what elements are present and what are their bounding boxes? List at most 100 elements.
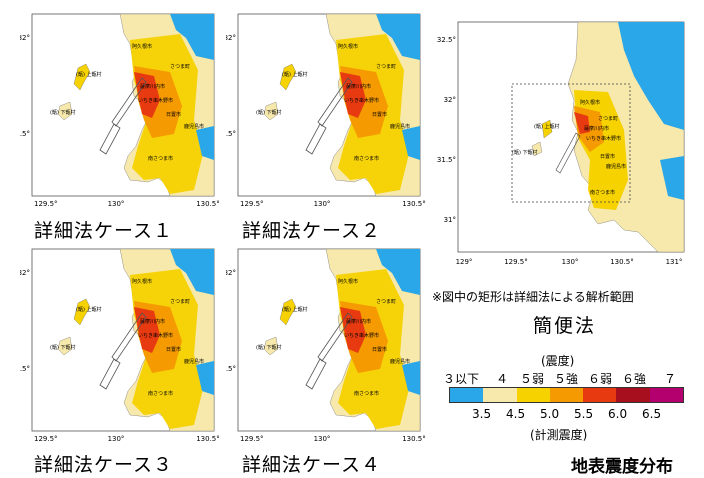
place-label-satsuma: さつま町 — [170, 298, 190, 305]
place-label-sendai: 薩摩川内市 — [140, 83, 165, 90]
place-label-hioki: 日置市 — [166, 346, 181, 353]
legend-swatch-6 — [649, 388, 683, 402]
legend-class-6: ７ — [664, 372, 677, 386]
place-label-minami-satsuma: 南さつま市 — [148, 155, 173, 162]
legend-swatch-3 — [549, 388, 584, 402]
axis-tick-lon-130: 130° — [314, 435, 331, 443]
overview-shimokoshiki — [531, 141, 543, 157]
place-label-shimokoshiki: (甑) 下甑村 — [256, 344, 282, 351]
axis-tick-lat-32: 32° — [226, 269, 236, 277]
overview-intensity-6-lower — [574, 112, 590, 134]
legend-intensity-label: (震度) — [541, 354, 575, 368]
legend-swatch-0 — [450, 388, 484, 402]
place-label-minami-satsuma: 南さつま市 — [354, 155, 379, 162]
intensity-6-lower-area — [340, 307, 366, 353]
legend-value-1: 4.5 — [506, 407, 526, 421]
legend-value-4: 6.0 — [608, 407, 628, 421]
overview-label-hioki: 日置市 — [600, 153, 615, 160]
overview-label-minami-satsuma: 南さつま市 — [590, 189, 615, 196]
axis-tick-lat-32: 32° — [226, 34, 236, 42]
axis-tick-lon-130: 130° — [108, 200, 125, 208]
intensity-3-area-east — [196, 126, 214, 160]
overview-label-sendai: 薩摩川内市 — [584, 125, 609, 132]
axis-tick-lon-129-5: 129.5° — [34, 200, 58, 208]
axis-tick-lon-130: 130° — [314, 200, 331, 208]
case-caption-1: 詳細法ケース１ — [34, 220, 174, 242]
place-label-shimokoshiki: (甑) 下甑村 — [256, 109, 282, 116]
place-label-sendai: 薩摩川内市 — [346, 83, 371, 90]
shimokoshiki-island — [57, 101, 73, 121]
place-label-kagoshima: 鹿児島市 — [184, 123, 204, 130]
place-label-minami-satsuma: 南さつま市 — [354, 390, 379, 397]
case-map-1: 阿久根市 さつま町 薩摩川内市 いちき串木野市 日置市 鹿児島市 南さつま市 (甑) 上甑村 (… — [20, 10, 220, 220]
fault-model-extension — [99, 123, 121, 155]
intensity-6-lower-area — [134, 307, 160, 353]
overview-intensity-3-east — [660, 156, 684, 200]
intensity-color-bar — [449, 387, 684, 403]
axis-tick-lon-130-5: 130.5° — [402, 435, 426, 443]
simple-method-caption: 簡便法 — [533, 315, 597, 337]
legend-class-3: ５強 — [554, 372, 579, 386]
place-label-satsuma: さつま町 — [376, 63, 396, 70]
main-title: 地表震度分布 — [571, 457, 673, 477]
detailed-analysis-range-rectangle — [511, 83, 631, 203]
intensity-3-area-north — [170, 249, 214, 295]
place-label-akune: 阿久根市 — [338, 278, 358, 285]
overview-fault-model — [555, 132, 581, 174]
axis-tick-lon-130: 130° — [108, 435, 125, 443]
place-label-hioki: 日置市 — [372, 111, 387, 118]
shimokoshiki-island — [57, 336, 73, 356]
intensity-6-lower-area — [134, 72, 160, 118]
overview-tick-lon-130: 130° — [562, 258, 579, 266]
overview-label-kamikoshiki: (甑) 上甑村 — [534, 123, 560, 130]
place-label-kamikoshiki: (甑) 上甑村 — [76, 71, 102, 78]
case-map-3: 阿久根市 さつま町 薩摩川内市 いちき串木野市 日置市 鹿児島市 南さつま市 (甑) 上甑村 (… — [20, 245, 220, 455]
analysis-range-note: ※図中の矩形は詳細法による解析範囲 — [432, 290, 634, 304]
overview-label-ichiki: いちき串木野市 — [586, 135, 621, 142]
axis-tick-lat-32: 32° — [20, 269, 30, 277]
legend-instrumental-label: (計測震度) — [530, 428, 588, 442]
place-label-satsuma: さつま町 — [170, 63, 190, 70]
overview-tick-lat-31-5: 31.5° — [437, 156, 456, 164]
axis-tick-lat-32: 32° — [20, 34, 30, 42]
place-label-akune: 阿久根市 — [132, 43, 152, 50]
overview-tick-lon-131: 131° — [666, 258, 683, 266]
case-map-2: 阿久根市 さつま町 薩摩川内市 いちき串木野市 日置市 鹿児島市 南さつま市 (甑) 上甑村 (… — [226, 10, 426, 220]
place-label-sendai: 薩摩川内市 — [346, 318, 371, 325]
overview-tick-lat-32: 32° — [444, 96, 456, 104]
legend-value-0: 3.5 — [472, 407, 492, 421]
place-label-ichiki: いちき串木野市 — [138, 332, 173, 339]
case-caption-3: 詳細法ケース３ — [34, 454, 174, 476]
overview-intensity-3-north — [618, 22, 684, 130]
overview-map: 阿久根市 さつま町 薩摩川内市 いちき串木野市 日置市 鹿児島市 南さつま市 (甑) 上甑村 (… — [428, 20, 690, 282]
legend-value-3: 5.5 — [574, 407, 594, 421]
legend-class-4: ６弱 — [588, 372, 613, 386]
overview-label-kagoshima: 鹿児島市 — [606, 163, 626, 170]
intensity-3-area-east — [402, 126, 420, 160]
place-label-kagoshima: 鹿児島市 — [184, 358, 204, 365]
legend-class-2: ５弱 — [520, 372, 545, 386]
place-label-akune: 阿久根市 — [338, 43, 358, 50]
axis-tick-lon-129-5: 129.5° — [240, 200, 264, 208]
overview-tick-lon-130-5: 130.5° — [610, 258, 634, 266]
axis-tick-lon-130-5: 130.5° — [196, 435, 220, 443]
case-caption-2: 詳細法ケース２ — [242, 220, 382, 242]
axis-tick-lon-130-5: 130.5° — [402, 200, 426, 208]
place-label-ichiki: いちき串木野市 — [138, 97, 173, 104]
axis-tick-lon-130-5: 130.5° — [196, 200, 220, 208]
overview-tick-lat-32-5: 32.5° — [437, 36, 456, 44]
legend-class-1: ４ — [496, 372, 509, 386]
shimokoshiki-island — [263, 101, 279, 121]
axis-tick-lon-129-5: 129.5° — [240, 435, 264, 443]
legend-class-0: ３以下 — [443, 372, 480, 386]
intensity-3-area-east — [402, 361, 420, 395]
kamikoshiki-island — [279, 298, 297, 326]
place-label-shimokoshiki: (甑) 下甑村 — [50, 344, 76, 351]
kamikoshiki-island — [73, 63, 91, 91]
place-label-kagoshima: 鹿児島市 — [390, 123, 410, 130]
axis-tick-lat-31-5: 31.5° — [20, 130, 30, 138]
axis-tick-lon-129-5: 129.5° — [34, 435, 58, 443]
